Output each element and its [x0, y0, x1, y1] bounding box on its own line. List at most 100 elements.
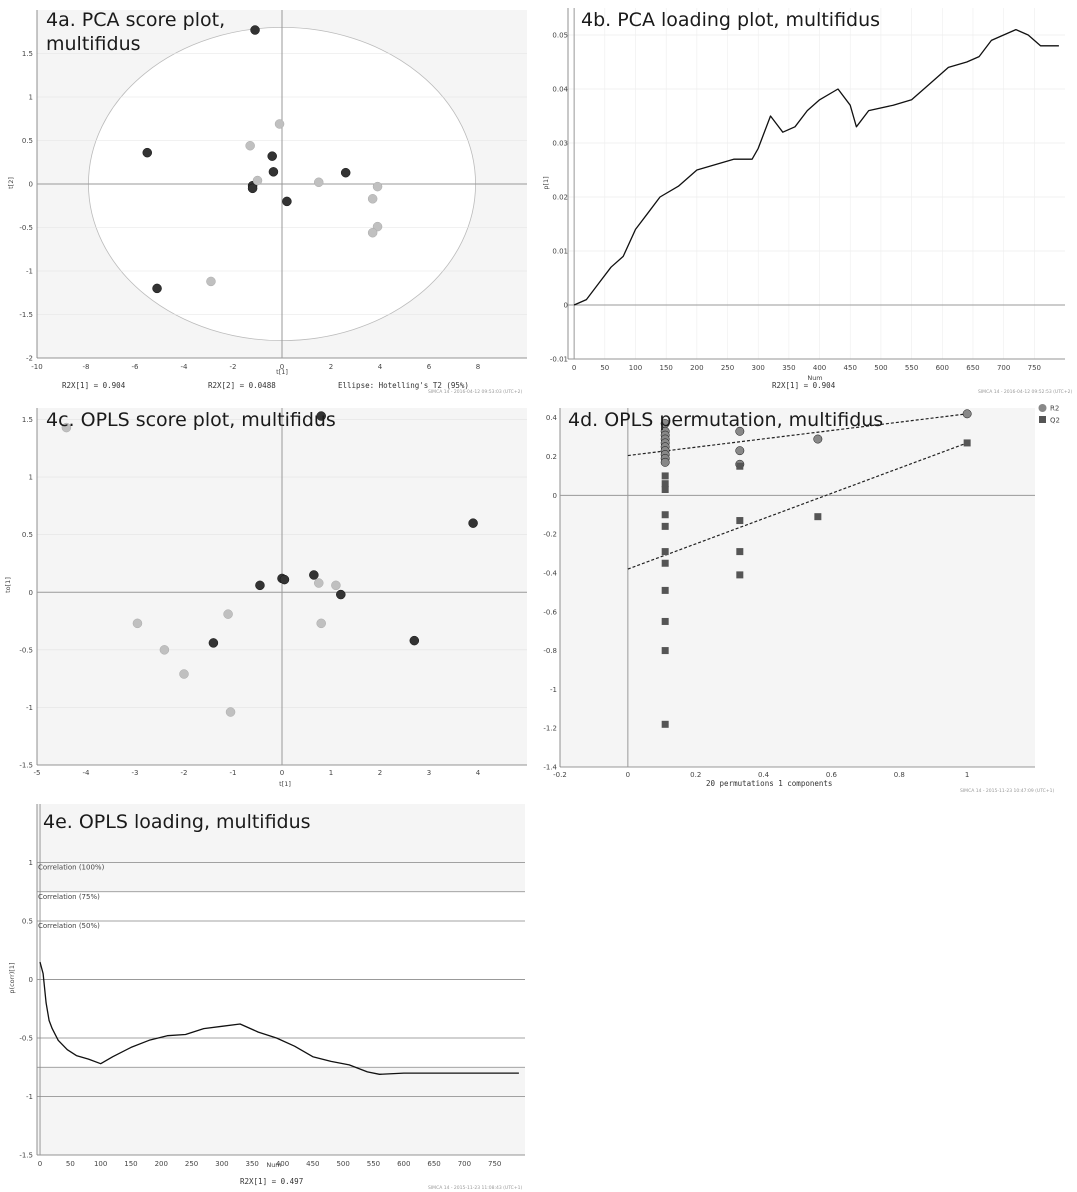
- series-line: [573, 28, 1059, 306]
- x-tick-label: 150: [124, 1160, 137, 1168]
- y-tick-label: -0.5: [19, 224, 33, 232]
- x-tick-label: -10: [31, 363, 42, 371]
- y-tick-label: -0.5: [19, 646, 33, 654]
- x-tick-label: 200: [690, 364, 703, 372]
- watermark: SIMCA 14 - 2016-04-12 09:52:53 (UTC+2): [978, 389, 1072, 395]
- data-point: [340, 167, 351, 178]
- x-tick-label: 550: [905, 364, 918, 372]
- data-point: [206, 276, 216, 287]
- y-tick-label: -1.2: [543, 725, 557, 733]
- legend-marker: [1038, 404, 1047, 412]
- x-tick-label: 3: [427, 769, 431, 777]
- x-tick-label: 600: [936, 364, 949, 372]
- reference-label: Correlation (75%): [38, 893, 100, 901]
- x-tick-label: 4: [378, 363, 383, 371]
- data-point-square: [661, 586, 669, 594]
- y-tick-label: -1.5: [19, 1152, 33, 1160]
- footer-left: R2X[1] = 0.497: [240, 1177, 303, 1186]
- reference-label: Correlation (100%): [38, 864, 105, 872]
- data-point-square: [661, 617, 669, 625]
- x-tick-label: -2: [230, 363, 237, 371]
- x-tick-label: 450: [844, 364, 857, 372]
- data-point: [208, 638, 219, 648]
- data-point: [274, 119, 285, 129]
- y-tick-label: 0.5: [22, 918, 33, 926]
- footer-right: Ellipse: Hotelling's T2 (95%): [338, 381, 469, 390]
- y-tick-label: -0.8: [543, 647, 557, 655]
- data-point-square: [736, 517, 744, 525]
- y-tick-label: -0.6: [543, 608, 557, 616]
- x-axis-label: Num: [266, 1161, 281, 1169]
- legend-label: Q2: [1050, 417, 1060, 425]
- x-tick-label: 100: [629, 364, 642, 372]
- y-tick-label: 0.02: [552, 194, 568, 202]
- y-axis-label: t[2]: [7, 177, 15, 189]
- x-tick-label: 50: [66, 1160, 75, 1168]
- x-tick-label: 250: [721, 364, 734, 372]
- y-tick-label: 0.5: [22, 137, 33, 145]
- chart-4c: -5 -4 -3 -2 -1 0 1 2 3 4 -1.5 -1 -0.5 0 0.5 1 1.5 t[1] to[…: [4, 408, 527, 788]
- data-point-square: [736, 571, 744, 579]
- watermark: SIMCA 14 - 2016-04-12 09:53:03 (UTC+2): [428, 389, 522, 395]
- data-point: [316, 618, 326, 629]
- panel-4a: -10 -8 -6 -4 -2 0 2 4 6 8 -2 -1.5 -1 -0.5 0 0.5 1 1.5 t[1]…: [0, 0, 540, 400]
- chart-4d: -0.2 0 0.2 0.4 0.6 0.8 1 -1.4 -1.2 -1 -0.8 -0.6 -0.4…: [543, 404, 1060, 794]
- chart-4e: Correlation (100%) Correlation (75%) Corre…: [8, 804, 525, 1191]
- y-tick-label: -0.2: [543, 531, 557, 539]
- y-tick-label: 0: [29, 181, 33, 189]
- chart-4b: 0 50 100 150 200 250 300 350 400 450 500 550 600 650 7…: [542, 8, 1072, 395]
- data-point: [159, 645, 170, 655]
- x-tick-label: -3: [132, 769, 139, 777]
- y-tick-label: 0.04: [552, 86, 568, 94]
- x-tick-label: 0.6: [826, 771, 838, 779]
- x-tick-label: 8: [476, 363, 480, 371]
- y-tick-label: -1.5: [19, 762, 33, 770]
- data-point: [247, 183, 258, 194]
- y-tick-label: -1: [26, 1093, 33, 1101]
- data-point-square: [661, 486, 669, 494]
- x-tick-label: 0.4: [758, 771, 770, 779]
- x-tick-label: 400: [813, 364, 826, 372]
- data-point-square: [736, 548, 744, 556]
- footer-left: R2X[1] = 0.904: [62, 381, 126, 390]
- reference-label: Correlation (50%): [38, 922, 100, 930]
- y-tick-label: -1.5: [19, 311, 33, 319]
- y-tick-label: 1.5: [22, 50, 33, 58]
- y-tick-label: -1: [26, 268, 33, 276]
- y-tick-label: -1: [550, 686, 557, 694]
- data-point: [268, 167, 279, 177]
- chart-title: 4b. PCA loading plot, multifidus: [581, 9, 881, 31]
- data-point-square: [963, 439, 971, 447]
- x-tick-label: 0.2: [690, 771, 701, 779]
- y-tick-label: -1: [26, 704, 33, 712]
- x-tick-label: 4: [476, 769, 481, 777]
- regression-line: [627, 442, 968, 570]
- data-point-square: [814, 513, 822, 521]
- x-tick-label: 500: [874, 364, 887, 372]
- data-point: [309, 570, 319, 580]
- data-point-square: [661, 472, 669, 480]
- x-tick-label: 200: [155, 1160, 168, 1168]
- data-point: [660, 457, 670, 467]
- y-tick-label: 0.05: [552, 32, 568, 40]
- data-point-square: [661, 559, 669, 567]
- y-axis-label: to[1]: [4, 577, 12, 593]
- data-point: [813, 434, 823, 444]
- x-tick-label: 50: [600, 364, 609, 372]
- x-tick-label: -1: [230, 769, 237, 777]
- x-tick-label: 0: [572, 364, 576, 372]
- x-tick-label: -5: [34, 769, 41, 777]
- chart-title: 4d. OPLS permutation, multifidus: [568, 409, 884, 431]
- x-tick-label: 500: [336, 1160, 349, 1168]
- x-axis-label: 20 permutations 1 components: [706, 779, 832, 788]
- data-point: [282, 196, 292, 207]
- y-tick-label: -0.01: [550, 356, 568, 364]
- data-point-square: [661, 480, 669, 488]
- x-tick-label: 700: [997, 364, 1010, 372]
- data-point: [316, 411, 326, 421]
- x-tick-label: 650: [427, 1160, 440, 1168]
- y-tick-label: 0.4: [546, 414, 558, 422]
- y-tick-label: 1: [29, 474, 33, 482]
- data-point: [250, 25, 260, 35]
- x-tick-label: 2: [329, 363, 333, 371]
